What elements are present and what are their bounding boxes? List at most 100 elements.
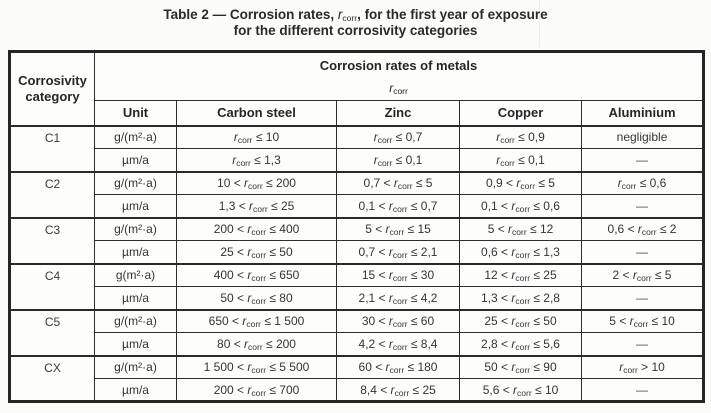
rcorr-symbol: rcorr [244, 336, 263, 352]
corrosion-rate-cell: 0,1 < rcorr ≤ 0,7 [336, 194, 460, 218]
table-header: Corrosivity category Corrosion rates of … [9, 50, 705, 127]
corrosion-rate-cell: 0,6 < rcorr ≤ 2 [580, 216, 705, 241]
rcorr-symbol: rcorr [242, 314, 262, 330]
rcorr-symbol: rcorr [629, 314, 649, 330]
corrosion-rate-cell: 1,3 < rcorr ≤ 25 [176, 194, 337, 218]
corrosivity-category-cell: C5 [9, 308, 95, 356]
corrosion-rate-cell: — [580, 378, 705, 402]
rcorr-symbol: rcorr [632, 268, 652, 284]
rcorr-symbol: rcorr [388, 290, 408, 306]
rcorr-symbol: rcorr [249, 198, 268, 214]
unit-cell: µm/a [94, 332, 177, 356]
corrosivity-category-cell: C3 [9, 216, 95, 264]
rcorr-symbol: rcorr [389, 81, 408, 97]
rcorr-symbol: rcorr [393, 176, 413, 192]
rcorr-symbol: rcorr [337, 7, 358, 23]
corrosion-rate-cell: 2,8 < rcorr ≤ 5,6 [459, 332, 582, 356]
table-row: µm/a rcorr ≤ 1,3 rcorr ≤ 0,1 rcorr ≤ 0,1— [10, 148, 705, 172]
table-row: C2 g/(m²·a) 10 < rcorr ≤ 200 0,7 < rcorr ≤ … [9, 170, 705, 218]
metals-group-header: Corrosion rates of metals rcorr [93, 50, 705, 102]
corrosion-rate-cell: — [580, 148, 705, 172]
table-row: C5 g/(m²·a) 650 < rcorr ≤ 1 500 30 < rcorr … [9, 308, 705, 356]
rcorr-symbol: rcorr [244, 176, 263, 192]
corrosion-rate-cell: 50 < rcorr ≤ 90 [459, 354, 582, 379]
unit-cell: g/(m²·a) [94, 308, 177, 333]
corrosion-rate-cell: rcorr ≤ 0,6 [580, 170, 705, 195]
rcorr-symbol: rcorr [511, 290, 531, 306]
rcorr-symbol: rcorr [496, 152, 515, 168]
rcorr-symbol: rcorr [390, 382, 410, 398]
rcorr-symbol: rcorr [373, 130, 393, 146]
corrosion-rate-cell: — [580, 332, 705, 356]
column-header-unit: Unit [94, 100, 177, 127]
corrosivity-category-cell: C1 [9, 124, 95, 172]
unit-cell: µm/a [94, 148, 177, 172]
corrosion-rate-cell: rcorr ≤ 10 [176, 124, 337, 149]
table-row: µm/a 25 < rcorr ≤ 50 0,7 < rcorr ≤ 2,1 0,6 … [10, 240, 705, 264]
rcorr-symbol: rcorr [247, 244, 267, 260]
corrosivity-category-header: Corrosivity category [9, 51, 95, 126]
corrosivity-category-cell: C2 [9, 170, 95, 218]
corrosion-rate-cell: — [580, 240, 705, 264]
rcorr-symbol: rcorr [511, 336, 531, 352]
table-title-line2: for the different corrosivity categories [233, 23, 478, 38]
corrosion-rate-cell: 650 < rcorr ≤ 1 500 [176, 308, 337, 333]
header-row-group: Corrosivity category Corrosion rates of … [9, 50, 705, 126]
corrosion-rate-cell: 5 < rcorr ≤ 10 [580, 308, 705, 333]
corrosion-rate-cell: 400 < rcorr ≤ 650 [176, 262, 337, 287]
corrosion-rate-cell: rcorr ≤ 0,7 [336, 124, 460, 149]
corrosion-rate-cell: 12 < rcorr ≤ 25 [459, 262, 582, 287]
column-header-copper: Copper [459, 100, 582, 127]
rcorr-symbol: rcorr [508, 222, 527, 238]
table-body: C1 g/(m²·a) rcorr ≤ 10 rcorr ≤ 0,7 rcorr ≤ 0… [9, 124, 705, 402]
corrosion-rate-cell: 0,1 < rcorr ≤ 0,6 [459, 194, 582, 218]
corrosion-rate-cell: rcorr ≤ 1,3 [176, 148, 337, 172]
unit-cell: g/(m²·a) [94, 354, 177, 379]
rcorr-symbol: rcorr [388, 268, 408, 284]
corrosion-rate-cell: 30 < rcorr ≤ 60 [336, 308, 460, 333]
corrosion-rate-cell: 60 < rcorr ≤ 180 [336, 354, 460, 379]
rcorr-symbol: rcorr [637, 222, 657, 238]
rcorr-symbol: rcorr [247, 268, 267, 284]
table-row: µm/a 1,3 < rcorr ≤ 25 0,1 < rcorr ≤ 0,7 0,1… [10, 194, 705, 218]
corrosion-rate-cell: — [580, 194, 705, 218]
rcorr-symbol: rcorr [619, 360, 638, 376]
rcorr-symbol: rcorr [247, 360, 267, 376]
rcorr-symbol: rcorr [373, 152, 393, 168]
rcorr-symbol: rcorr [385, 222, 405, 238]
unit-cell: µm/a [94, 194, 177, 218]
rcorr-symbol: rcorr [232, 152, 251, 168]
metals-group-title: Corrosion rates of metals [319, 58, 478, 74]
corrosion-rate-cell: 200 < rcorr ≤ 700 [176, 378, 337, 402]
table-row: CX g/(m²·a) 1 500 < rcorr ≤ 5 500 60 < rcor… [9, 354, 705, 402]
rcorr-symbol: rcorr [513, 382, 532, 398]
corrosion-rate-cell: 0,9 < rcorr ≤ 5 [459, 170, 582, 195]
rcorr-symbol: rcorr [496, 130, 515, 146]
unit-cell: µm/a [94, 286, 177, 310]
corrosion-rate-cell: — [580, 286, 705, 310]
corrosion-rate-cell: rcorr ≤ 0,9 [459, 124, 582, 149]
rcorr-symbol: rcorr [247, 290, 267, 306]
rcorr-symbol: rcorr [247, 222, 267, 238]
corrosion-rate-cell: 25 < rcorr ≤ 50 [459, 308, 582, 333]
rcorr-symbol: rcorr [516, 176, 536, 192]
table-row: C4 g(m²·a) 400 < rcorr ≤ 650 15 < rcorr ≤ 3… [9, 262, 705, 310]
corrosion-rates-table: Corrosivity category Corrosion rates of … [8, 50, 706, 403]
rcorr-symbol: rcorr [511, 244, 531, 260]
rcorr-symbol: rcorr [511, 360, 531, 376]
table-row: C1 g/(m²·a) rcorr ≤ 10 rcorr ≤ 0,7 rcorr ≤ 0… [9, 124, 705, 172]
corrosivity-category-cell: C4 [9, 262, 95, 310]
title-text-post: , for the first year of exposure [357, 7, 548, 22]
column-header-aluminium: Aluminium [580, 100, 705, 127]
corrosion-rate-cell: 200 < rcorr ≤ 400 [176, 216, 337, 241]
rcorr-symbol: rcorr [247, 382, 267, 398]
corrosion-rate-cell: 0,7 < rcorr ≤ 5 [336, 170, 460, 195]
table-row: C3 g/(m²·a) 200 < rcorr ≤ 400 5 < rcorr ≤ 1… [9, 216, 705, 264]
corrosion-rate-cell: 1 500 < rcorr ≤ 5 500 [176, 354, 337, 379]
table-row: µm/a 50 < rcorr ≤ 80 2,1 < rcorr ≤ 4,2 1,3 … [10, 286, 705, 310]
rcorr-symbol: rcorr [511, 268, 531, 284]
table-title: Table 2 — Corrosion rates, rcorr, for th… [0, 7, 711, 39]
corrosion-rate-cell: 2 < rcorr ≤ 5 [580, 262, 705, 287]
corrosion-rate-cell: rcorr ≤ 0,1 [459, 148, 582, 172]
table-row: µm/a 200 < rcorr ≤ 700 8,4 < rcorr ≤ 25 5,6… [10, 378, 705, 402]
